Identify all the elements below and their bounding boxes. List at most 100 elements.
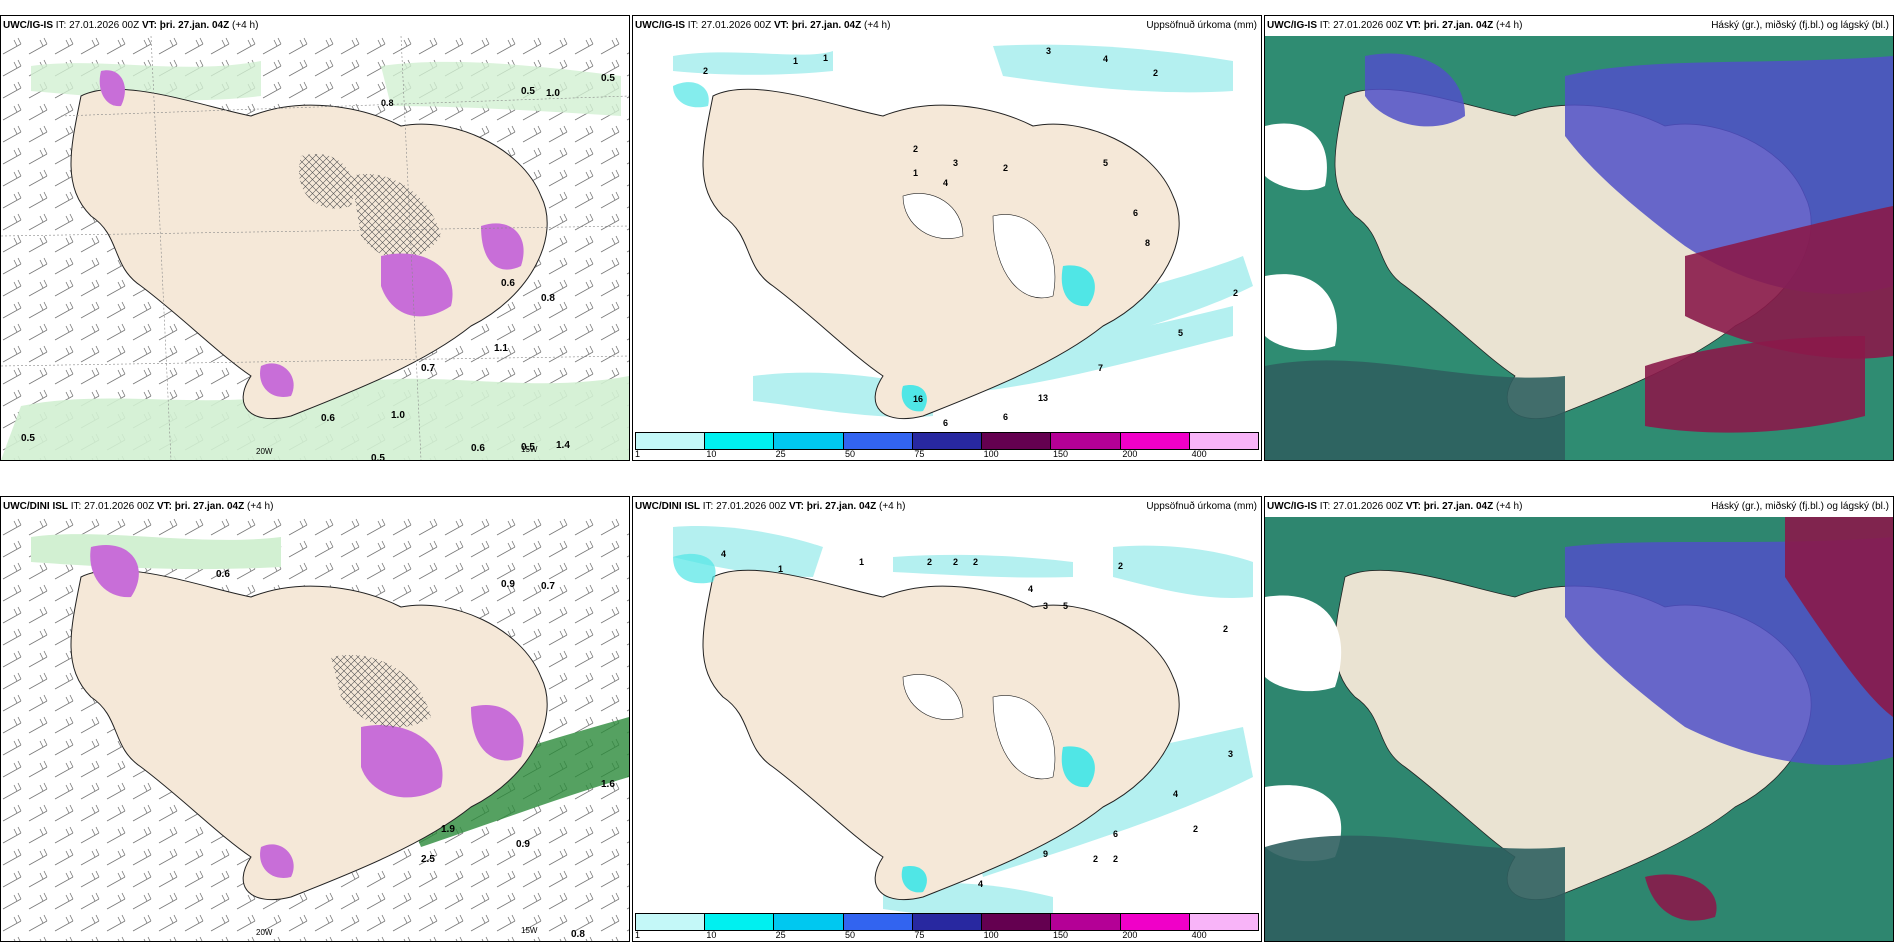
icing-value: 0.5	[21, 433, 35, 444]
lon-label: 15W	[521, 926, 538, 935]
colorbar-tick-label: 400	[1191, 449, 1207, 459]
valid-time-label: VT:	[1405, 501, 1421, 512]
cloud-map-svg	[1265, 517, 1893, 941]
lon-label: 20W	[256, 447, 273, 456]
valid-time-label: VT:	[156, 501, 172, 512]
init-time: IT: 27.01.2026 00Z	[1319, 20, 1404, 31]
precip-value: 3	[953, 158, 958, 168]
precip-value: 2	[927, 557, 932, 567]
map-panel-precip-top: UWC/IG-IS IT: 27.01.2026 00Z VT: þri. 27…	[632, 15, 1262, 461]
iceland-land	[70, 569, 548, 901]
icing-patch	[381, 253, 453, 317]
colorbar-segment	[636, 914, 706, 930]
precip-value: 2	[1233, 288, 1238, 298]
lon-label: 15W	[521, 445, 538, 454]
precip-value: 16	[913, 394, 923, 404]
colorbar-ticks: 1 10 25 50 75 100 150 200 400	[635, 930, 1259, 941]
colorbar-segment	[982, 914, 1052, 930]
precip-value: 7	[1098, 363, 1103, 373]
precip-value: 2	[703, 66, 708, 76]
model-name: UWC/DINI ISL	[3, 501, 68, 512]
lead-time: (+4 h)	[1496, 20, 1523, 31]
init-time: IT: 27.01.2026 00Z	[1319, 501, 1404, 512]
init-time: IT: 27.01.2026 00Z	[70, 501, 155, 512]
colorbar-tick-label: 25	[775, 449, 786, 459]
precip-value: 6	[1133, 208, 1138, 218]
precip-colorbar	[635, 432, 1259, 450]
icing-value: 0.5	[521, 86, 535, 97]
precip-value: 2	[1118, 561, 1123, 571]
panel-header: UWC/IG-IS IT: 27.01.2026 00Z VT: þri. 27…	[1, 16, 629, 36]
valid-time: þri. 27.jan. 04Z	[791, 20, 862, 31]
icing-map-svg: 0.5 0.5 1.0 0.5 0.8 0.6 0.8 0.7 1.1 1.0 …	[1, 36, 629, 460]
panel-header: UWC/DINI ISL IT: 27.01.2026 00Z VT: þri.…	[1, 497, 629, 517]
panel-title: Háský (gr.), miðský (fj.bl.) og lágský (…	[1711, 501, 1889, 512]
precip-value: 4	[1173, 789, 1178, 799]
icing-map: 0.6 0.7 0.9 1.6 1.9 0.9 2.5 0.8 20W 15W	[1, 517, 629, 941]
precip-value: 4	[1028, 584, 1033, 594]
icing-value: 1.6	[601, 779, 615, 790]
init-time: IT: 27.01.2026 00Z	[687, 20, 772, 31]
colorbar-segment	[705, 914, 775, 930]
precip-value: 2	[913, 144, 918, 154]
panel-header: UWC/IG-IS IT: 27.01.2026 00Z VT: þri. 27…	[1265, 497, 1893, 517]
precip-values: 4 1 1 2 2 2 4 3 5 2 2 3 4 6 9 2 2 4 2	[721, 549, 1233, 889]
colorbar-segment	[912, 433, 983, 449]
icing-value: 1.0	[391, 410, 405, 421]
precip-value: 2	[973, 557, 978, 567]
colorbar-tick-label: 1	[635, 930, 641, 940]
colorbar-tick-label: 25	[775, 930, 786, 940]
precip-value: 4	[721, 549, 726, 559]
init-time: IT: 27.01.2026 00Z	[55, 20, 140, 31]
map-panel-cloud-bottom: UWC/IG-IS IT: 27.01.2026 00Z VT: þri. 27…	[1264, 496, 1894, 942]
valid-time: þri. 27.jan. 04Z	[174, 501, 245, 512]
icing-value: 0.6	[216, 569, 230, 580]
precip-value: 1	[778, 564, 783, 574]
precip-values: 2 1 1 3 4 2 2 3 1 4 2 5 6 8 2 5 7 13 6 6	[703, 46, 1238, 428]
colorbar-segment	[843, 914, 913, 930]
precip-map: 2 1 1 3 4 2 2 3 1 4 2 5 6 8 2 5 7 13 6 6	[633, 36, 1261, 460]
colorbar-tick-label: 10	[706, 930, 717, 940]
colorbar-tick-label: 50	[845, 930, 856, 940]
precip-value: 4	[978, 879, 983, 889]
map-panel-icing-top: UWC/IG-IS IT: 27.01.2026 00Z VT: þri. 27…	[0, 15, 630, 461]
colorbar-segment	[1051, 914, 1121, 930]
colorbar-segment	[774, 914, 844, 930]
panel-header: UWC/DINI ISL IT: 27.01.2026 00Z VT: þri.…	[633, 497, 1261, 517]
icing-value: 1.4	[556, 440, 570, 451]
valid-time-label: VT:	[773, 20, 789, 31]
icing-field-south	[1, 376, 629, 460]
panel-title: Háský (gr.), miðský (fj.bl.) og lágský (…	[1711, 20, 1889, 31]
icing-value: 0.6	[501, 278, 515, 289]
colorbar-segment	[705, 433, 775, 449]
model-name: UWC/IG-IS	[3, 20, 53, 31]
lead-time: (+4 h)	[247, 501, 274, 512]
colorbar-tick-label: 100	[983, 930, 999, 940]
precip-value: 5	[1063, 601, 1068, 611]
icing-value: 0.7	[541, 581, 555, 592]
precip-value: 2	[1113, 854, 1118, 864]
model-name: UWC/DINI ISL	[635, 501, 700, 512]
lead-time: (+4 h)	[864, 20, 891, 31]
colorbar-tick-label: 1	[635, 449, 641, 459]
map-panel-cloud-top: UWC/IG-IS IT: 27.01.2026 00Z VT: þri. 27…	[1264, 15, 1894, 461]
precip-map-svg: 2 1 1 3 4 2 2 3 1 4 2 5 6 8 2 5 7 13 6 6	[633, 36, 1261, 460]
icing-value: 1.1	[494, 343, 508, 354]
colorbar-tick-label: 75	[914, 449, 925, 459]
colorbar-tick-label: 50	[845, 449, 856, 459]
valid-time: þri. 27.jan. 04Z	[1423, 501, 1494, 512]
valid-time: þri. 27.jan. 04Z	[806, 501, 877, 512]
precip-value: 5	[1178, 328, 1183, 338]
panel-title: Uppsöfnuð úrkoma (mm)	[1146, 20, 1257, 31]
icing-value: 0.7	[421, 363, 435, 374]
model-name: UWC/IG-IS	[635, 20, 685, 31]
icing-value: 0.9	[516, 839, 530, 850]
precip-value: 8	[1145, 238, 1150, 248]
icing-value: 0.5	[371, 453, 385, 460]
precip-value: 2	[1223, 624, 1228, 634]
panel-header: UWC/IG-IS IT: 27.01.2026 00Z VT: þri. 27…	[633, 16, 1261, 36]
map-panel-icing-bottom: UWC/DINI ISL IT: 27.01.2026 00Z VT: þri.…	[0, 496, 630, 942]
cloud-map-svg	[1265, 36, 1893, 460]
colorbar-tick-label: 75	[914, 930, 925, 940]
icing-value: 0.8	[381, 98, 394, 108]
